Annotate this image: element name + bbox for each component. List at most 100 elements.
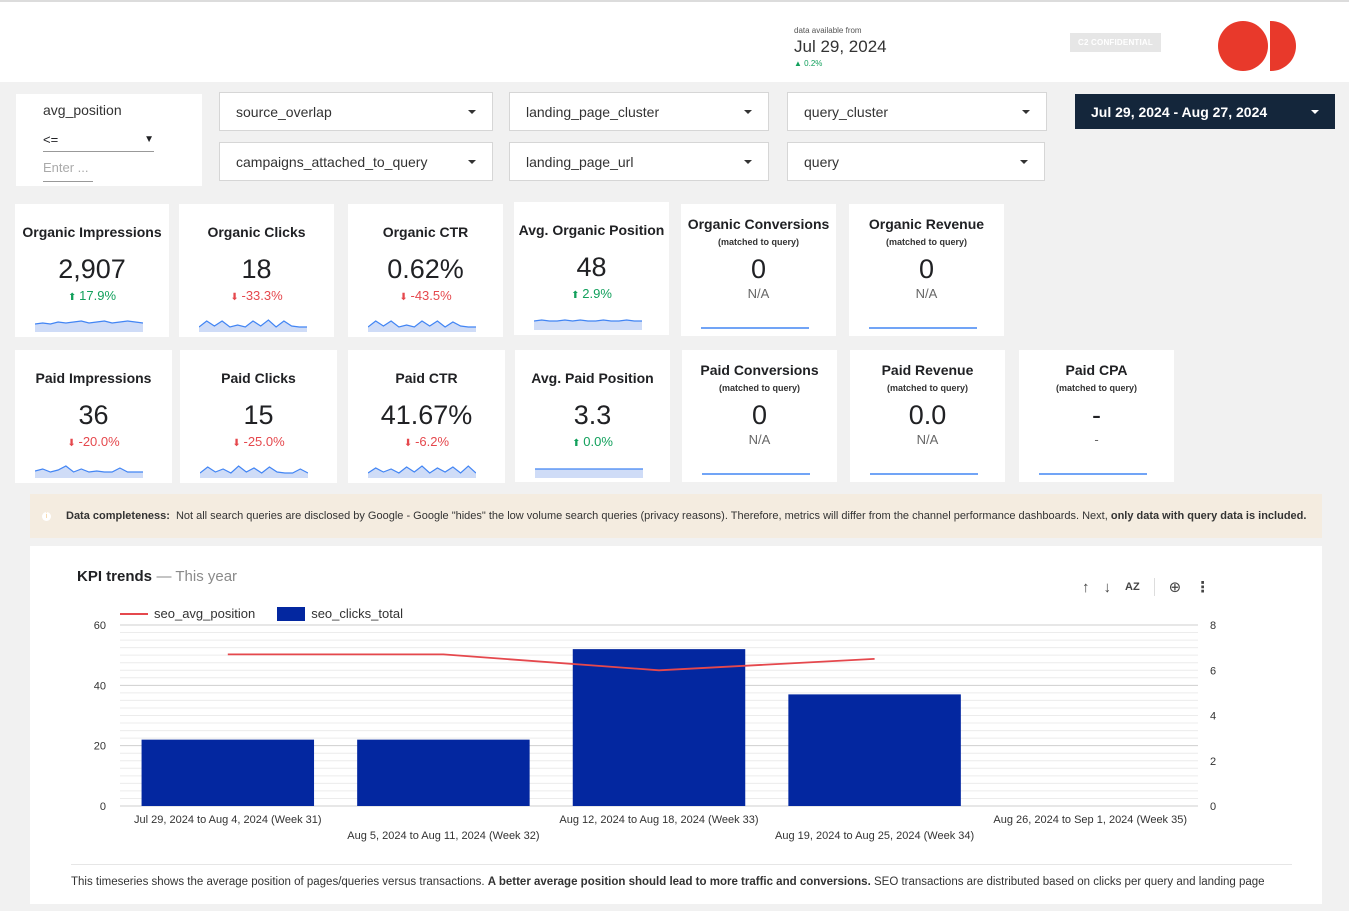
y-left-tick-label: 20 [94,741,106,753]
filter-campaigns-attached[interactable]: campaigns_attached_to_query [219,142,493,181]
kpi-delta-value: N/A [747,286,770,301]
filter-label: query_cluster [804,103,889,120]
kpi-card-avg-organic-position: Avg. Organic Position 48 ⬆ 2.9% [514,202,669,335]
kpi-subtitle: (matched to query) [1055,383,1137,393]
filter-label: query [804,153,840,170]
zoom-icon[interactable]: ⊕ [1168,579,1182,596]
filter-label: campaigns_attached_to_query [236,153,428,170]
kpi-subtitle: (matched to query) [718,383,800,393]
x-tick-label: Aug 12, 2024 to Aug 18, 2024 (Week 33) [559,814,758,826]
kpi-sparkline [368,320,476,332]
more-options-icon[interactable]: ⋮ [1195,579,1211,596]
kpi-title: Organic Impressions [22,224,162,240]
filter-label: source_overlap [236,103,332,120]
filter-query[interactable]: query [787,142,1045,181]
kpi-card-paid-revenue: Paid Revenue (matched to query) 0.0 N/A [850,350,1005,482]
kpi-value: 36 [78,400,109,430]
bar-seo-clicks-total [572,649,746,806]
filter-landing-page-url[interactable]: landing_page_url [509,142,769,181]
legend-line-swatch [120,612,148,615]
kpi-title: Paid Impressions [35,370,152,386]
kpi-delta-value: N/A [748,432,771,447]
x-tick-label: Aug 5, 2024 to Aug 11, 2024 (Week 32) [347,830,539,842]
kpi-delta: N/A [850,432,1005,447]
kpi-sparkline [35,320,143,332]
kpi-trends-card: KPI trends — This year ↑ ↓ AZ ⊕ ⋮ seo_av… [30,546,1322,904]
kpi-value: 48 [576,252,607,282]
kpi-delta: ⬇ -6.2% [348,434,505,449]
sort-az-icon[interactable]: AZ [1125,581,1140,593]
caret-down-icon [744,159,752,164]
kpi-title: Avg. Paid Position [531,370,654,386]
data-available-date: Jul 29, 2024 [794,37,887,56]
y-right-tick-label: 4 [1210,711,1216,723]
date-range-picker[interactable]: Jul 29, 2024 - Aug 27, 2024 [1075,94,1335,129]
kpi-value: 0.62% [387,254,464,284]
kpi-value: 0 [750,254,767,284]
x-tick-label: Aug 19, 2024 to Aug 25, 2024 (Week 34) [775,830,974,842]
sort-ascending-icon[interactable]: ↑ [1082,578,1090,596]
y-right-tick-label: 6 [1210,665,1216,677]
kpi-card-paid-impressions: Paid Impressions 36 ⬇ -20.0% [15,350,172,483]
chart-footnote: This timeseries shows the average positi… [71,876,1265,888]
filter-source-overlap[interactable]: source_overlap [219,92,493,131]
kpi-delta-value: 0.0% [583,434,613,449]
kpi-title: Organic Conversions [687,216,830,232]
kpi-title: Paid Clicks [221,370,296,386]
kpi-delta: ⬇ -33.3% [179,288,334,303]
position-value-input[interactable]: Enter ... [43,156,93,182]
chart-title: KPI trends [77,568,153,585]
data-available-delta: ▲ 0.2% [794,59,823,68]
kpi-delta: ⬆ 2.9% [514,286,669,301]
y-left-tick-label: 60 [94,620,106,632]
kpi-delta: N/A [682,432,837,447]
x-tick-label: Jul 29, 2024 to Aug 4, 2024 (Week 31) [134,814,322,826]
chevron-down-icon: ▼ [144,134,154,145]
bar-seo-clicks-total [357,739,530,806]
chart-divider [71,864,1292,865]
kpi-delta-value: 2.9% [582,286,612,301]
arrow-up-icon: ⬆ [67,292,80,303]
kpi-sparkline [702,473,810,475]
kpi-subtitle: (matched to query) [717,237,799,247]
chart-toolbar: ↑ ↓ AZ ⊕ ⋮ [1082,578,1210,596]
filter-label: landing_page_url [526,153,634,170]
kpi-sparkline [35,465,143,478]
caret-down-icon [468,159,476,164]
kpi-card-organic-clicks: Organic Clicks 18 ⬇ -33.3% [179,204,334,337]
confidential-badge: C2 CONFIDENTIAL [1070,33,1161,52]
y-left-tick-label: 0 [100,801,106,813]
kpi-sparkline [870,473,978,475]
kpi-title: Paid Conversions [700,362,819,378]
y-right-tick-label: 8 [1210,620,1216,632]
arrow-down-icon: ⬇ [403,438,416,449]
y-right-tick-label: 0 [1210,801,1216,813]
line-seo-avg-position [227,653,875,672]
sort-descending-icon[interactable]: ↓ [1103,578,1112,596]
legend-bar-swatch [277,606,306,621]
chart-legend: seo_avg_position seo_clicks_total [120,606,403,621]
kpi-delta-value: -43.5% [410,288,452,303]
date-range-value: Jul 29, 2024 - Aug 27, 2024 [1091,103,1268,120]
info-icon: i [42,511,51,521]
operator-value: <= [43,132,59,147]
avg-position-label: avg_position [43,102,122,118]
y-left-tick-label: 40 [94,680,106,692]
legend-seo-avg-position: seo_avg_position [154,606,256,621]
filter-label: landing_page_cluster [526,103,660,120]
kpi-sparkline [199,319,307,332]
operator-select[interactable]: <= ▼ [43,128,154,152]
caret-down-icon [1311,109,1319,114]
filter-query-cluster[interactable]: query_cluster [787,92,1047,131]
kpi-value: 3.3 [573,400,612,430]
data-completeness-notice: i Data completeness: Not all search quer… [30,494,1322,538]
avg-position-filter: avg_position <= ▼ Enter ... [16,94,202,186]
filter-landing-page-cluster[interactable]: landing_page_cluster [509,92,769,131]
kpi-value: 0 [751,400,768,430]
kpi-value: 2,907 [58,254,126,284]
kpi-delta-value: -33.3% [241,288,283,303]
kpi-title: Organic CTR [382,224,469,240]
kpi-sparkline [535,468,643,478]
kpi-card-paid-ctr: Paid CTR 41.67% ⬇ -6.2% [348,350,505,483]
kpi-delta-value: 17.9% [79,288,117,303]
